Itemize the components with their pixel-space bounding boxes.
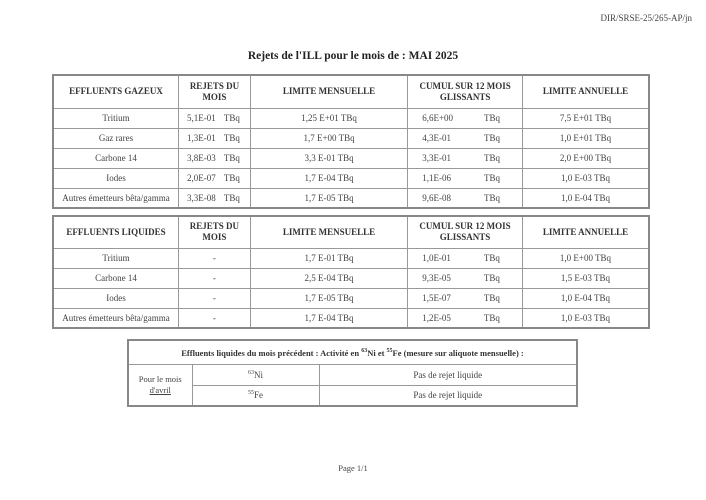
col-header: EFFLUENTS LIQUIDES (52, 215, 180, 249)
col-header: REJETS DU MOIS (178, 215, 251, 249)
period-cell: Pour le mois d'avril (127, 363, 193, 407)
month-cell: 1,3E-01 TBq (178, 127, 251, 149)
annual-limit-cell: 1,0 E+00 TBq (521, 247, 650, 269)
col-header: CUMUL SUR 12 MOIS GLISSANTS (407, 74, 523, 109)
effluent-name: Autres émetteurs bêta/gamma (52, 307, 180, 329)
cumul-cell: 6,6E+00 TBq (407, 107, 523, 129)
monthly-limit-cell: 1,7 E-01 TBq (249, 247, 409, 269)
table-row: Iodes - 1,7 E-05 TBq 1,5E-07 TBq 1,0 E-04 … (52, 287, 650, 309)
annual-limit-cell: 1,5 E-03 TBq (521, 267, 650, 289)
table-row: Carbone 14 3,8E-03 TBq 3,3 E-01 TBq 3,3E-0… (52, 147, 650, 169)
table-row: Pour le mois d'avril 63Ni Pas de rejet li… (127, 363, 578, 407)
col-header: LIMITE ANNUELLE (521, 215, 650, 249)
cumul-cell: 1,5E-07 TBq (407, 287, 523, 309)
monthly-limit-cell: 1,7 E+00 TBq (249, 127, 409, 149)
annual-limit-cell: 2,0 E+00 TBq (521, 147, 650, 169)
page-number: Page 1/1 (338, 463, 368, 473)
annual-limit-cell: 7,5 E+01 TBq (521, 107, 650, 129)
effluent-name: Tritium (52, 107, 180, 129)
annual-limit-cell: 1,0 E-03 TBq (521, 307, 650, 329)
effluent-name: Autres émetteurs bêta/gamma (52, 187, 180, 209)
table-row: Autres émetteurs bêta/gamma - 1,7 E-04 TB… (52, 307, 650, 329)
cumul-cell: 9,6E-08 TBq (407, 187, 523, 209)
col-header: CUMUL SUR 12 MOIS GLISSANTS (407, 215, 523, 249)
monthly-limit-cell: 2,5 E-04 TBq (249, 267, 409, 289)
annual-limit-cell: 1,0 E-03 TBq (521, 167, 650, 189)
page-title: Rejets de l'ILL pour le mois de : MAI 20… (247, 50, 459, 62)
table-row: 55Fe Pas de rejet liquide (128, 384, 578, 407)
table-header: EFFLUENTS LIQUIDES REJETS DU MOIS LIMITE… (52, 215, 650, 249)
annual-limit-cell: 1,0 E-04 TBq (521, 287, 650, 309)
effluent-name: Carbone 14 (52, 147, 180, 169)
annual-limit-cell: 1,0 E+01 TBq (521, 127, 650, 149)
gaseous-effluents-table: EFFLUENTS GAZEUX REJETS DU MOIS LIMITE M… (52, 74, 650, 209)
monthly-limit-cell: 1,7 E-04 TBq (249, 307, 409, 329)
month-cell: 5,1E-01 TBq (178, 107, 251, 129)
month-cell: - (178, 307, 251, 329)
effluent-name: Tritium (52, 247, 180, 269)
isotope-cell: 55Fe (191, 384, 320, 407)
liquid-effluents-table: EFFLUENTS LIQUIDES REJETS DU MOIS LIMITE… (52, 215, 650, 329)
cumul-cell: 1,0E-01 TBq (407, 247, 523, 269)
previous-month-header: Effluents liquides du mois précédent : A… (127, 339, 578, 365)
table-row: Tritium - 1,7 E-01 TBq 1,0E-01 TBq 1,0 E+0… (52, 247, 650, 269)
monthly-limit-cell: 1,25 E+01 TBq (249, 107, 409, 129)
month-cell: 2,0E-07 TBq (178, 167, 251, 189)
month-cell: 3,8E-03 TBq (178, 147, 251, 169)
previous-month-table: Effluents liquides du mois précédent : A… (127, 339, 578, 407)
col-header: LIMITE MENSUELLE (249, 74, 409, 109)
monthly-limit-cell: 1,7 E-05 TBq (249, 187, 409, 209)
effluent-name: Gaz rares (52, 127, 180, 149)
cumul-cell: 1,2E-05 TBq (407, 307, 523, 329)
cumul-cell: 1,1E-06 TBq (407, 167, 523, 189)
value-cell: Pas de rejet liquide (318, 363, 578, 386)
monthly-limit-cell: 3,3 E-01 TBq (249, 147, 409, 169)
cumul-cell: 4,3E-01 TBq (407, 127, 523, 149)
cumul-cell: 9,3E-05 TBq (407, 267, 523, 289)
col-header: REJETS DU MOIS (178, 74, 251, 109)
table-row: Gaz rares 1,3E-01 TBq 1,7 E+00 TBq 4,3E-01… (52, 127, 650, 149)
isotope-cell: 63Ni (191, 363, 320, 386)
month-cell: - (178, 247, 251, 269)
effluent-name: Carbone 14 (52, 267, 180, 289)
col-header: EFFLUENTS GAZEUX (52, 74, 180, 109)
annual-limit-cell: 1,0 E-04 TBq (521, 187, 650, 209)
month-cell: - (178, 267, 251, 289)
col-header: LIMITE MENSUELLE (249, 215, 409, 249)
col-header: LIMITE ANNUELLE (521, 74, 650, 109)
table-row: Autres émetteurs bêta/gamma 3,3E-08 TBq 1,… (52, 187, 650, 209)
effluent-name: Iodes (52, 287, 180, 309)
document-reference: DIR/SRSE-25/265-AP/jn (600, 13, 692, 23)
monthly-limit-cell: 1,7 E-05 TBq (249, 287, 409, 309)
month-cell: - (178, 287, 251, 309)
month-cell: 3,3E-08 TBq (178, 187, 251, 209)
monthly-limit-cell: 1,7 E-04 TBq (249, 167, 409, 189)
table-row: Tritium 5,1E-01 TBq 1,25 E+01 TBq 6,6E+00 T… (52, 107, 650, 129)
cumul-cell: 3,3E-01 TBq (407, 147, 523, 169)
table-header: EFFLUENTS GAZEUX REJETS DU MOIS LIMITE M… (52, 74, 650, 109)
value-cell: Pas de rejet liquide (318, 384, 578, 407)
table-row: Iodes 2,0E-07 TBq 1,7 E-04 TBq 1,1E-06 TBq … (52, 167, 650, 189)
table-row: Carbone 14- 2,5 E-04 TBq 9,3E-05 TBq 1,5 … (52, 267, 650, 289)
effluent-name: Iodes (52, 167, 180, 189)
